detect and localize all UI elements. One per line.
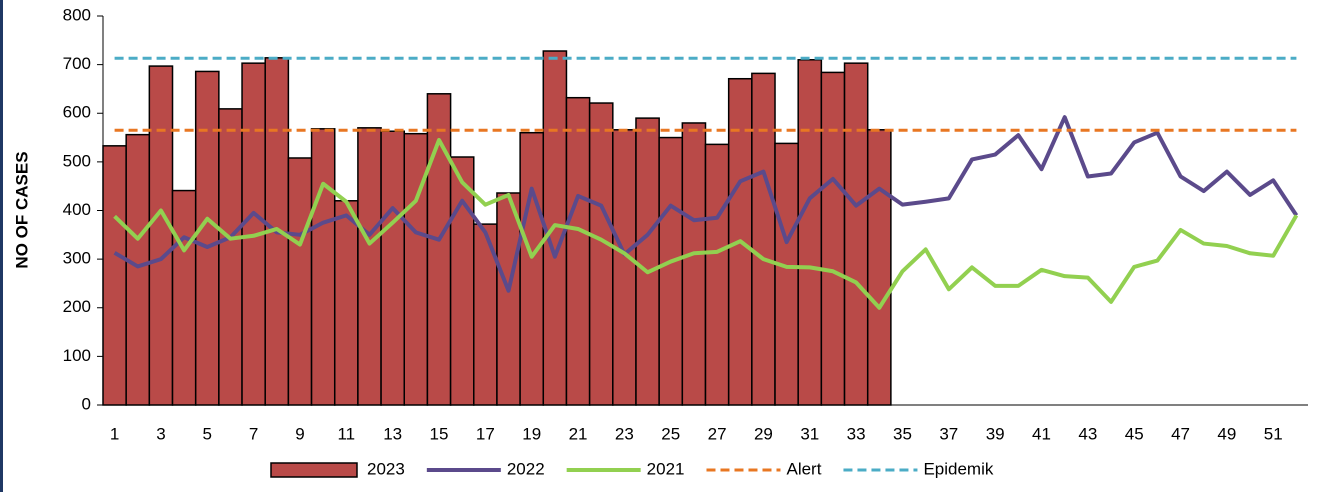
x-tick-label: 39 <box>986 424 1005 443</box>
bar <box>797 59 823 406</box>
y-tick-label: 500 <box>63 151 91 170</box>
x-tick-label: 3 <box>156 424 165 443</box>
y-tick-label: 800 <box>63 5 91 24</box>
y-tick-label: 300 <box>63 249 91 268</box>
x-tick-label: 17 <box>476 424 495 443</box>
bar <box>681 122 707 406</box>
x-tick-label: 31 <box>800 424 819 443</box>
bar <box>194 70 220 406</box>
x-tick-label: 23 <box>615 424 634 443</box>
bar <box>820 71 846 406</box>
x-tick-label: 9 <box>295 424 304 443</box>
bar <box>357 127 382 406</box>
bar <box>866 129 892 406</box>
x-tick-label: 19 <box>522 424 541 443</box>
legend-label: 2023 <box>367 459 405 478</box>
bar <box>751 72 776 406</box>
bar <box>774 142 799 406</box>
line-1 <box>113 115 1299 293</box>
bar <box>218 108 243 406</box>
legend-label: Epidemik <box>923 459 993 478</box>
x-tick-label: 13 <box>383 424 402 443</box>
bar <box>658 136 684 406</box>
bar <box>287 157 313 406</box>
legend-swatch <box>270 462 358 478</box>
y-tick-label: 200 <box>63 297 91 316</box>
bar <box>843 62 869 406</box>
x-tick-label: 27 <box>708 424 727 443</box>
x-tick-label: 29 <box>754 424 773 443</box>
bar <box>519 131 545 406</box>
bar <box>310 128 336 406</box>
bar <box>635 117 660 406</box>
y-tick-label: 100 <box>63 346 91 365</box>
x-tick-label: 7 <box>249 424 258 443</box>
y-tick-label: 400 <box>63 200 91 219</box>
x-tick-label: 49 <box>1217 424 1236 443</box>
x-tick-label: 33 <box>847 424 866 443</box>
x-tick-label: 43 <box>1078 424 1097 443</box>
x-tick-label: 21 <box>569 424 588 443</box>
bar <box>565 96 591 406</box>
x-tick-label: 47 <box>1171 424 1190 443</box>
line-2 <box>113 137 1299 310</box>
bar <box>588 102 614 406</box>
x-tick-label: 45 <box>1125 424 1144 443</box>
y-tick-label: 0 <box>82 394 91 413</box>
bar <box>171 189 197 406</box>
x-tick-label: 5 <box>203 424 212 443</box>
legend-label: Alert <box>786 459 821 478</box>
bar <box>102 145 127 406</box>
bar <box>380 130 406 406</box>
legend-label: 2022 <box>507 459 545 478</box>
y-tick-label: 700 <box>63 54 91 73</box>
x-tick-label: 51 <box>1264 424 1283 443</box>
x-tick-label: 37 <box>939 424 958 443</box>
y-axis-label: NO OF CASES <box>12 151 31 268</box>
x-tick-label: 35 <box>893 424 912 443</box>
bar <box>612 129 637 406</box>
bar <box>125 133 151 406</box>
bar <box>449 156 475 406</box>
x-tick-label: 25 <box>661 424 680 443</box>
bar <box>496 192 521 406</box>
bar <box>704 143 730 406</box>
x-tick-label: 11 <box>337 424 355 443</box>
legend-label: 2021 <box>647 459 685 478</box>
x-tick-label: 15 <box>430 424 449 443</box>
x-tick-label: 1 <box>110 424 119 443</box>
bar <box>148 65 174 406</box>
x-tick-label: 41 <box>1032 424 1051 443</box>
bar <box>333 200 359 406</box>
y-tick-label: 600 <box>63 103 91 122</box>
